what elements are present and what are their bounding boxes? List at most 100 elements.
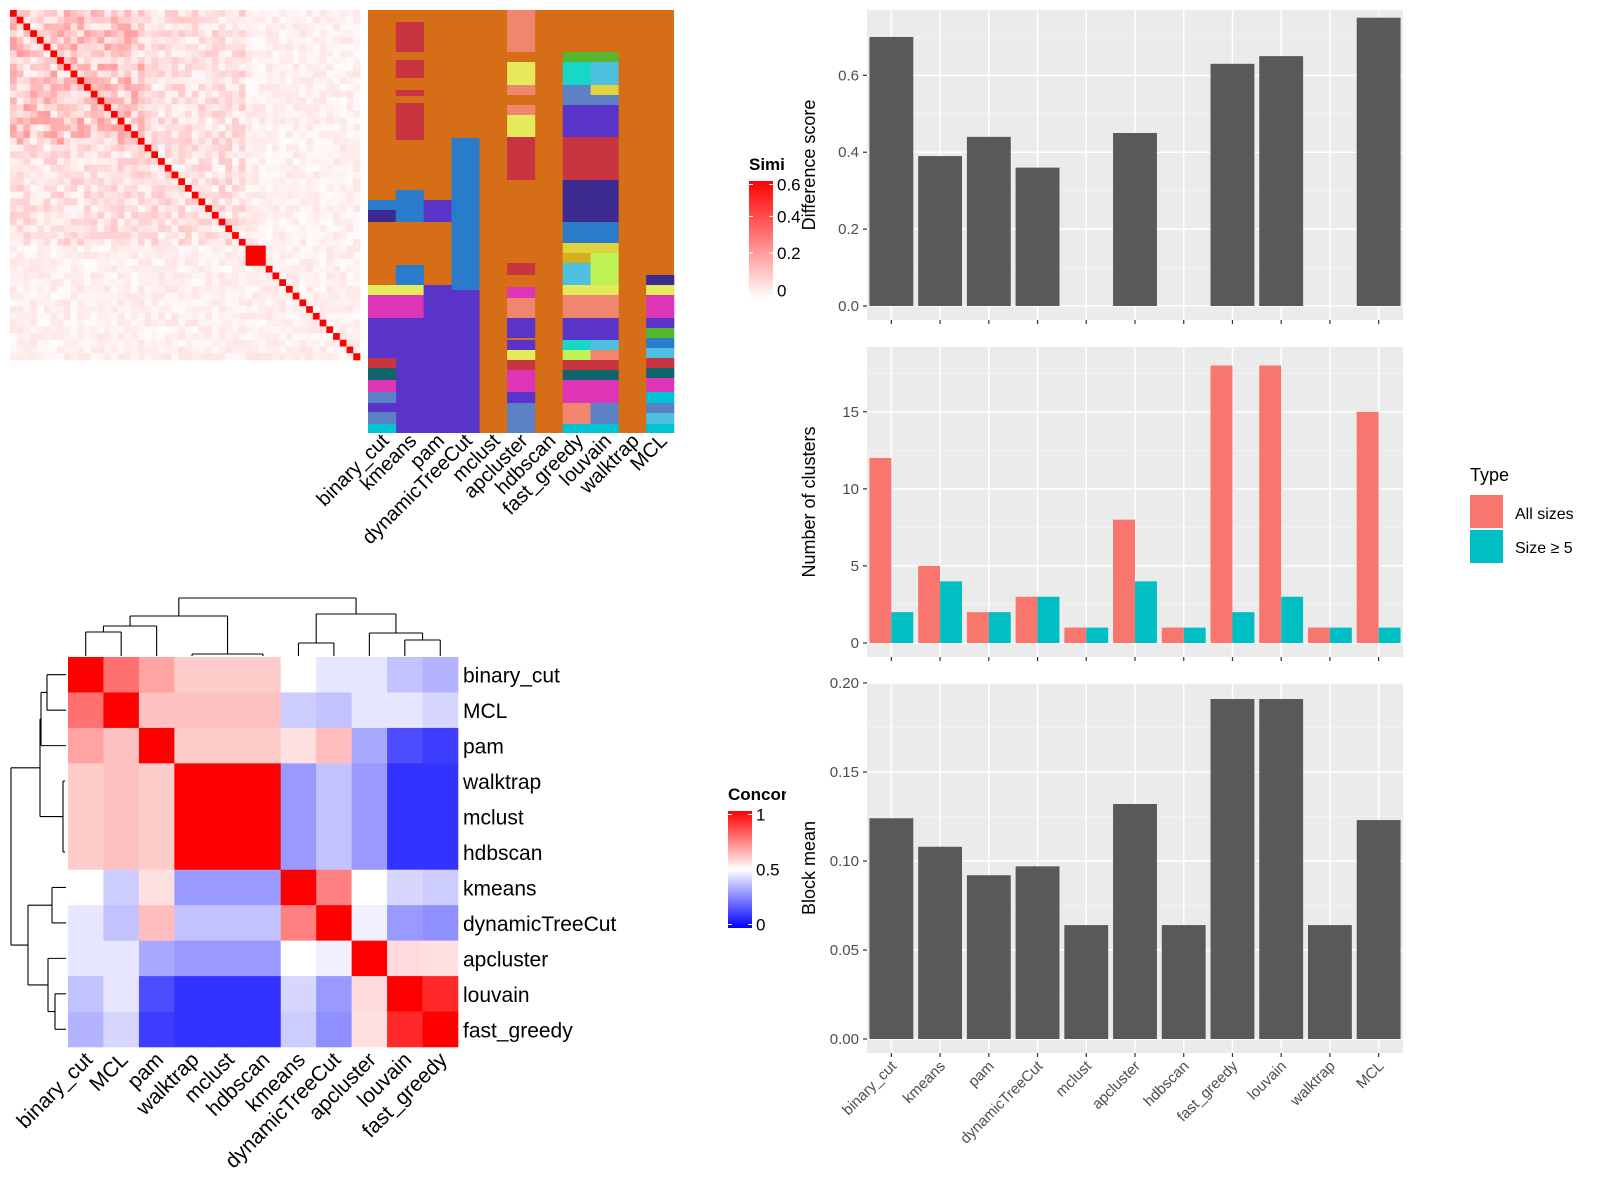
similarity-cell xyxy=(265,70,273,78)
concordance-cell xyxy=(103,727,140,764)
similarity-cell xyxy=(97,312,105,320)
similarity-cell xyxy=(110,245,118,253)
similarity-cell xyxy=(319,353,327,361)
similarity-cell xyxy=(265,36,273,44)
similarity-cell xyxy=(158,84,166,92)
similarity-cell xyxy=(57,225,65,233)
similarity-cell xyxy=(191,299,199,307)
similarity-cell xyxy=(225,259,233,267)
similarity-cell xyxy=(84,30,92,38)
similarity-cell xyxy=(238,312,246,320)
similarity-cell xyxy=(259,97,267,105)
similarity-cell xyxy=(326,333,334,341)
similarity-cell xyxy=(211,312,219,320)
similarity-cell xyxy=(90,124,98,132)
similarity-cell xyxy=(191,339,199,347)
assignment-block xyxy=(507,115,536,137)
similarity-cell xyxy=(292,70,300,78)
similarity-cell xyxy=(353,306,361,314)
similarity-cell xyxy=(77,319,85,327)
similarity-cell xyxy=(272,70,280,78)
concordance-cell xyxy=(351,727,388,764)
similarity-cell xyxy=(279,225,287,233)
similarity-cell xyxy=(131,333,139,341)
assignment-block xyxy=(368,424,397,433)
similarity-cell xyxy=(319,63,327,71)
similarity-cell xyxy=(218,158,226,166)
similarity-cell xyxy=(346,137,354,145)
similarity-cell xyxy=(50,110,58,118)
concordance-cell xyxy=(280,834,317,871)
similarity-cell xyxy=(158,306,166,314)
similarity-cell xyxy=(90,272,98,280)
similarity-cell xyxy=(339,158,347,166)
similarity-cell xyxy=(77,211,85,219)
similarity-cell xyxy=(36,43,44,51)
similarity-cell xyxy=(137,43,145,51)
similarity-cell xyxy=(299,265,307,273)
similarity-cell xyxy=(292,16,300,24)
similarity-cell xyxy=(110,326,118,334)
similarity-cell xyxy=(63,211,71,219)
similarity-cell xyxy=(110,279,118,287)
similarity-cell xyxy=(84,70,92,78)
similarity-cell xyxy=(158,178,166,186)
similarity-cell xyxy=(198,84,206,92)
similarity-cell xyxy=(306,70,314,78)
similarity-cell xyxy=(131,164,139,172)
similarity-cell xyxy=(185,198,193,206)
similarity-cell xyxy=(158,90,166,98)
similarity-cell xyxy=(292,252,300,260)
similarity-cell xyxy=(70,30,78,38)
similarity-cell xyxy=(63,10,71,18)
similarity-cell xyxy=(191,90,199,98)
similarity-cell xyxy=(124,131,132,139)
similarity-cell xyxy=(178,265,186,273)
similarity-cell xyxy=(84,50,92,58)
similarity-cell xyxy=(205,50,213,58)
similarity-cell xyxy=(299,23,307,31)
similarity-cell xyxy=(50,10,58,18)
concordance-cell xyxy=(103,657,140,693)
similarity-cell xyxy=(97,238,105,246)
assignment-block xyxy=(646,368,675,378)
similarity-cell xyxy=(90,90,98,98)
similarity-cell xyxy=(10,124,18,132)
similarity-cell xyxy=(245,117,253,125)
similarity-cell xyxy=(346,306,354,314)
similarity-cell xyxy=(238,104,246,112)
similarity-cell xyxy=(137,312,145,320)
similarity-cell xyxy=(346,211,354,219)
similarity-cell xyxy=(43,57,51,65)
similarity-cell xyxy=(77,97,85,105)
similarity-cell xyxy=(339,144,347,152)
similarity-cell xyxy=(178,63,186,71)
similarity-cell xyxy=(30,272,38,280)
similarity-cell xyxy=(245,218,253,226)
similarity-cell xyxy=(185,225,193,233)
similarity-cell xyxy=(144,218,152,226)
similarity-cell xyxy=(218,117,226,125)
similarity-cell xyxy=(36,306,44,314)
similarity-cell xyxy=(171,285,179,293)
similarity-cell xyxy=(43,326,51,334)
similarity-cell xyxy=(185,326,193,334)
similarity-cell xyxy=(346,265,354,273)
concordance-row-label: walktrap xyxy=(462,771,541,794)
similarity-cell xyxy=(23,333,31,341)
similarity-cell xyxy=(225,137,233,145)
similarity-cell xyxy=(84,124,92,132)
similarity-cell xyxy=(124,137,132,145)
similarity-cell xyxy=(205,151,213,159)
similarity-cell xyxy=(346,285,354,293)
similarity-cell xyxy=(110,225,118,233)
similarity-cell xyxy=(144,245,152,253)
similarity-cell xyxy=(30,57,38,65)
similarity-cell xyxy=(144,238,152,246)
similarity-cell xyxy=(346,57,354,65)
similarity-cell xyxy=(299,319,307,327)
similarity-cell xyxy=(63,164,71,172)
similarity-cell xyxy=(252,265,260,273)
similarity-cell xyxy=(97,205,105,213)
similarity-cell xyxy=(252,137,260,145)
